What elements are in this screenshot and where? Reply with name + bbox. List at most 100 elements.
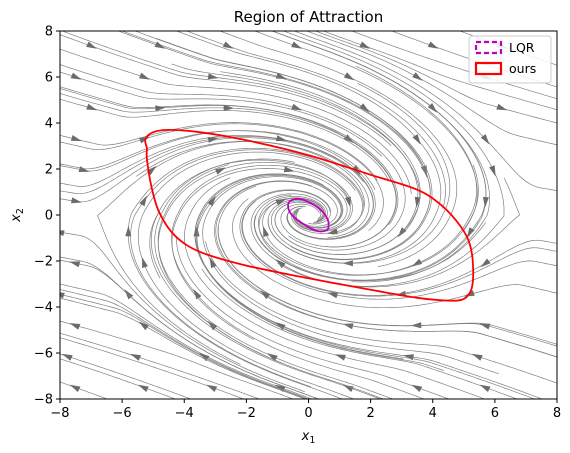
x-axis-title: x1: [301, 429, 316, 446]
stream-arrow: [69, 323, 81, 330]
streamline: [184, 177, 486, 399]
stream-arrow: [154, 41, 166, 49]
streamline: [137, 151, 356, 399]
stream-arrow: [138, 321, 149, 331]
stream-arrow: [411, 258, 423, 267]
streamline: [60, 98, 389, 181]
streamline: [130, 149, 363, 388]
stream-arrow: [283, 166, 295, 173]
stream-arrow: [60, 292, 65, 299]
streamline: [60, 231, 305, 393]
stream-arrow: [263, 226, 270, 237]
streamline: [60, 134, 374, 240]
stream-arrow: [260, 290, 270, 300]
streamline: [60, 64, 406, 251]
y-axis-title: x2: [9, 208, 26, 223]
stream-arrow: [327, 292, 338, 299]
streamline: [253, 31, 478, 231]
streamline: [60, 259, 320, 399]
stream-arrow: [427, 41, 439, 49]
streamline: [157, 161, 353, 364]
streamline: [171, 168, 348, 340]
x-tick-label: −4: [175, 406, 194, 421]
streamline: [60, 289, 310, 399]
streamline: [242, 200, 557, 296]
streamline: [196, 175, 404, 360]
streamline: [60, 122, 378, 181]
stream-arrow: [480, 134, 490, 145]
x-tick-label: −2: [237, 406, 256, 421]
stream-arrow: [193, 225, 200, 237]
stream-arrow: [291, 41, 302, 49]
streamline: [350, 31, 557, 99]
streamline: [60, 130, 376, 240]
streamline: [241, 190, 557, 297]
stream-arrow: [138, 384, 149, 392]
streamline: [60, 353, 192, 399]
streamline: [127, 147, 365, 399]
streamline: [239, 189, 557, 300]
streamline: [60, 297, 306, 399]
y-tick-label: −6: [34, 347, 53, 362]
stream-arrow: [427, 103, 438, 113]
streamline: [117, 31, 428, 178]
streamline: [154, 158, 385, 399]
stream-arrow: [207, 195, 216, 207]
stream-arrow: [479, 323, 491, 330]
streamline: [185, 31, 446, 209]
stream-arrow: [86, 103, 98, 111]
streamline: [232, 198, 557, 309]
streamline: [60, 294, 308, 399]
streamline: [196, 174, 445, 371]
y-tick-label: −8: [34, 393, 53, 408]
stream-arrow: [496, 103, 508, 111]
stream-arrow: [125, 225, 132, 237]
streamline: [258, 65, 477, 276]
series-curve-lqr: [287, 197, 330, 233]
x-tick-label: −6: [113, 406, 132, 421]
y-tick-label: 0: [45, 209, 53, 224]
x-tick-label: 8: [553, 406, 561, 421]
streamline: [60, 332, 260, 399]
ticks-layer: −8 −6 −4 −2 0 2 4 6 8 −8 −6 −4 −2 0 2 4 6 8: [34, 25, 561, 422]
stream-arrow: [412, 134, 421, 145]
streamline: [277, 31, 505, 287]
y-tick-label: 6: [45, 71, 53, 86]
x-tick-label: 6: [491, 406, 499, 421]
stream-arrow: [482, 196, 489, 208]
stream-arrow: [215, 167, 226, 175]
stream-arrow: [275, 135, 287, 142]
streamline: [217, 226, 557, 347]
stream-arrow: [359, 103, 370, 113]
legend-label-ours: ours: [509, 61, 536, 76]
stream-arrow: [207, 137, 219, 143]
stream-arrow: [412, 72, 423, 81]
streamline: [60, 358, 177, 399]
stream-arrow: [78, 166, 90, 172]
stream-arrow: [345, 196, 351, 208]
streamline: [305, 31, 557, 146]
series-layer: [144, 128, 475, 302]
stream-arrow: [70, 135, 82, 142]
streamline: [218, 31, 458, 268]
stream-arrow: [291, 103, 303, 111]
y-tick-label: −2: [34, 255, 53, 270]
streamline: [149, 159, 351, 279]
stream-arrow: [343, 72, 355, 81]
legend: LQR ours: [468, 35, 552, 84]
stream-arrow: [130, 353, 141, 361]
legend-box: [468, 35, 552, 84]
y-tick-label: −4: [34, 301, 53, 316]
stream-arrow: [267, 353, 278, 362]
streamline: [60, 123, 384, 231]
stream-arrow: [60, 230, 65, 237]
stream-arrow: [69, 384, 81, 392]
streamline: [322, 31, 557, 111]
streamlines: [60, 31, 557, 399]
x-tick-label: 0: [304, 406, 312, 421]
stream-arrow: [275, 198, 287, 206]
stream-arrow: [155, 105, 166, 112]
streamline: [157, 164, 394, 399]
stream-arrow: [466, 227, 475, 238]
stream-arrow: [71, 197, 82, 204]
